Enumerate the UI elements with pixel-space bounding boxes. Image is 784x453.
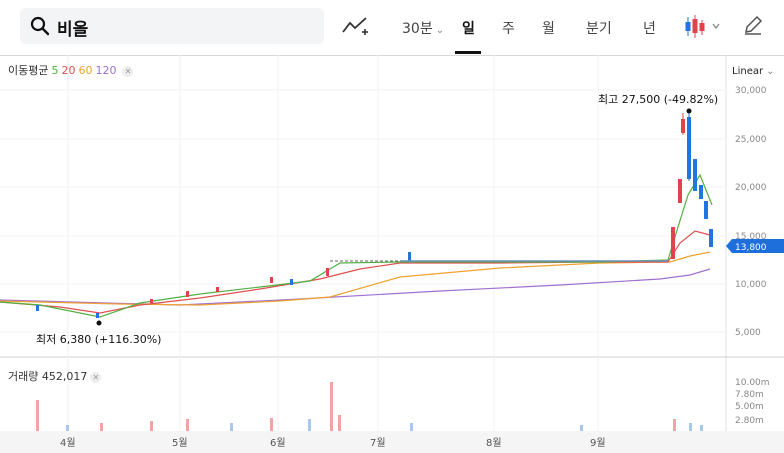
ma-60-line [0, 251, 711, 306]
ma-120-label: 120 [95, 64, 117, 77]
ma-legend-title: 이동평균 [8, 64, 49, 77]
month-label: 5월 [172, 437, 188, 449]
period-day[interactable]: 일 [462, 21, 475, 37]
period-quarter[interactable]: 분기 [586, 21, 612, 37]
vertical-grid [67, 55, 599, 431]
price-tick: 5,000 [735, 328, 761, 338]
period-year[interactable]: 년 [643, 21, 656, 37]
price-tick: 10,000 [735, 280, 767, 290]
price-chart[interactable]: 30,000 25,000 20,000 15,000 10,000 5,000… [0, 55, 784, 453]
ma-20-label: 20 [61, 64, 76, 77]
period-week[interactable]: 주 [502, 21, 515, 37]
high-annotation: 최고 27,500 (-49.82%) [598, 93, 718, 106]
search-icon [30, 16, 50, 36]
volume-tick: 7.80m [735, 390, 764, 400]
candles-early [36, 252, 411, 318]
month-label: 6월 [270, 437, 286, 449]
month-label: 8월 [486, 437, 502, 449]
low-annotation: 최저 6,380 (+116.30%) [36, 333, 161, 346]
horizontal-grid [0, 89, 726, 333]
ma-20-line [0, 230, 711, 314]
volume-tick: 2.80m [735, 416, 764, 426]
svg-text:13,800: 13,800 [735, 243, 767, 253]
month-label: 4월 [60, 437, 76, 449]
high-marker [686, 108, 692, 114]
price-tick: 25,000 [735, 135, 767, 145]
low-marker [96, 320, 102, 326]
ma-60-label: 60 [78, 64, 93, 77]
candles-surge [671, 111, 713, 259]
volume-bars [36, 382, 703, 431]
volume-legend: 거래량 452,017 ✕ [8, 368, 102, 384]
chevron-down-icon: ⌄ [766, 66, 775, 77]
search-input[interactable]: 비올 [57, 20, 89, 40]
scale-mode-dropdown[interactable]: Linear ⌄ [732, 66, 775, 77]
month-label: 7월 [370, 437, 386, 449]
price-tick: 15,000 [735, 232, 767, 242]
active-period-indicator [455, 51, 481, 54]
period-month[interactable]: 월 [542, 21, 555, 37]
toolbar: 비올 30분 ⌄ 일 주 월 분기 년 [0, 0, 784, 56]
chart-type-candle-icon[interactable] [684, 14, 724, 40]
moving-average-legend: 이동평균 5 20 60 120 ✕ [8, 62, 136, 78]
price-tick: 20,000 [735, 183, 767, 193]
close-icon[interactable]: ✕ [122, 66, 134, 77]
close-icon[interactable]: ✕ [90, 372, 102, 383]
volume-tick: 5.00m [735, 402, 764, 412]
month-label: 9월 [590, 437, 606, 449]
ma-5-label: 5 [51, 64, 59, 77]
price-tick: 30,000 [735, 86, 767, 96]
current-price-tag: 13,800 [726, 239, 784, 253]
period-30min[interactable]: 30분 ⌄ [402, 21, 445, 37]
ma-5-line [0, 173, 713, 318]
volume-tick: 10.00m [735, 378, 770, 388]
ma-120-line [0, 268, 711, 306]
time-axis-background [0, 431, 784, 453]
trend-line-tool-icon[interactable] [342, 14, 368, 38]
volume-label: 거래량 [8, 370, 39, 383]
pencil-icon[interactable] [742, 14, 764, 36]
chevron-down-icon: ⌄ [435, 25, 445, 36]
volume-value: 452,017 [41, 370, 88, 383]
search-box[interactable]: 비올 [20, 8, 324, 44]
